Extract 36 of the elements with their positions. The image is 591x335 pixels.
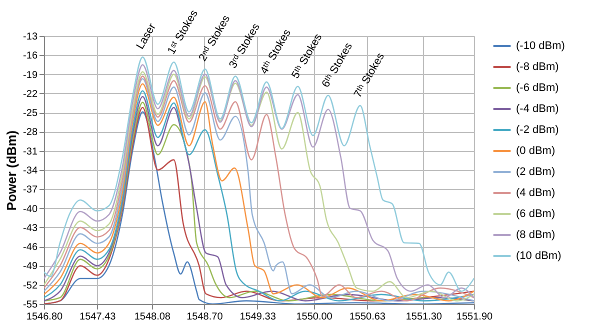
x-tick-label: 1550.63 — [349, 312, 386, 322]
y-tick-label: -46 — [23, 242, 38, 254]
y-tick-label: -43 — [23, 222, 38, 234]
x-tick-label: 1551.90 — [456, 312, 494, 322]
x-tick-label: 1551.30 — [406, 312, 442, 322]
y-tick-label: -40 — [23, 204, 38, 215]
legend-label: (-4 dBm) — [516, 103, 559, 115]
y-tick-label: -25 — [23, 108, 38, 120]
y-tick-label: -37 — [23, 184, 38, 196]
legend-label: (6 dBm) — [516, 208, 556, 220]
x-tick-label: 1547.43 — [80, 312, 116, 322]
legend-label: (-6 dBm) — [516, 82, 559, 94]
legend-label: (10 dBm) — [516, 250, 562, 262]
x-tick-label: 1549.33 — [240, 312, 276, 322]
y-tick-label: -31 — [23, 146, 38, 158]
x-tick-label: 1548.08 — [134, 312, 171, 322]
x-tick-label: 1550.00 — [296, 312, 333, 322]
legend-label: (-10 dBm) — [516, 40, 565, 52]
x-tick-label: 1546.80 — [26, 312, 64, 322]
y-axis-title: Power (dBm) — [4, 130, 20, 211]
y-tick-label: -19 — [23, 70, 38, 81]
y-tick-label: -16 — [23, 50, 38, 62]
x-tick-label: 1548.70 — [186, 312, 224, 322]
legend-label: (-2 dBm) — [516, 124, 559, 136]
y-tick-label: -28 — [23, 127, 38, 138]
legend-label: (8 dBm) — [516, 229, 556, 241]
legend-label: (4 dBm) — [516, 187, 556, 199]
legend-label: (0 dBm) — [516, 145, 556, 157]
y-tick-label: -55 — [23, 300, 38, 310]
legend-label: (2 dBm) — [516, 166, 556, 178]
y-tick-label: -52 — [23, 280, 38, 292]
legend-label: (-8 dBm) — [516, 61, 559, 73]
y-tick-label: -22 — [23, 88, 38, 100]
y-tick-label: -34 — [23, 166, 38, 176]
y-tick-label: -49 — [23, 261, 38, 272]
y-tick-label: -13 — [23, 32, 38, 42]
